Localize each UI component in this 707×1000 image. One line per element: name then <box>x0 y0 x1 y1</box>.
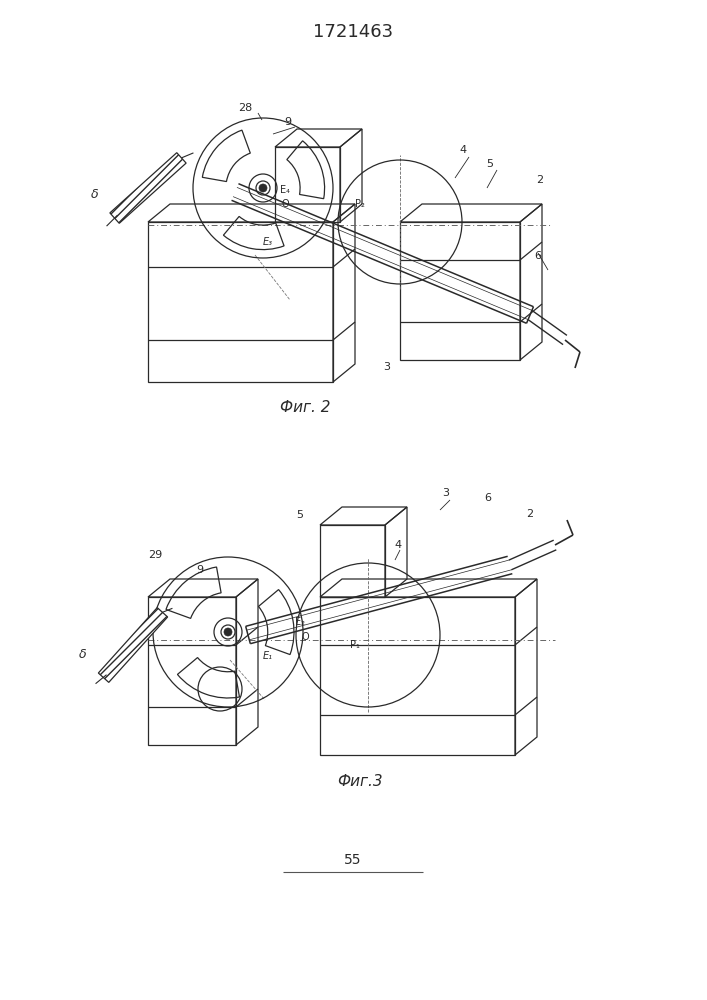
Text: O: O <box>301 632 309 642</box>
Text: 4: 4 <box>395 540 402 550</box>
Text: 2: 2 <box>527 509 534 519</box>
Polygon shape <box>98 608 168 682</box>
Text: 5: 5 <box>486 159 493 169</box>
Text: δ: δ <box>91 188 99 200</box>
Text: Фиг.3: Фиг.3 <box>337 774 382 790</box>
Text: 9: 9 <box>284 117 291 127</box>
Circle shape <box>224 628 232 636</box>
Text: 5: 5 <box>296 510 303 520</box>
Text: P₁: P₁ <box>350 640 360 650</box>
Text: P₂: P₂ <box>355 199 365 209</box>
Text: 1721463: 1721463 <box>313 23 393 41</box>
Text: 9: 9 <box>197 565 204 575</box>
Text: 55: 55 <box>344 853 362 867</box>
Text: E₄: E₄ <box>280 185 290 195</box>
Text: E₃: E₃ <box>263 237 273 247</box>
Text: 6: 6 <box>534 251 542 261</box>
Text: 2: 2 <box>537 175 544 185</box>
Text: 3: 3 <box>443 488 450 498</box>
Text: 28: 28 <box>238 103 252 113</box>
Text: E₁: E₁ <box>263 651 273 661</box>
Text: 6: 6 <box>484 493 491 503</box>
Text: Фиг. 2: Фиг. 2 <box>280 399 330 414</box>
Text: 3: 3 <box>383 362 390 372</box>
Circle shape <box>259 184 267 192</box>
Text: 4: 4 <box>460 145 467 155</box>
Polygon shape <box>110 153 186 223</box>
Text: E₂: E₂ <box>295 617 305 627</box>
Text: δ: δ <box>79 648 87 660</box>
Text: 29: 29 <box>148 550 162 560</box>
Text: O: O <box>281 199 289 209</box>
